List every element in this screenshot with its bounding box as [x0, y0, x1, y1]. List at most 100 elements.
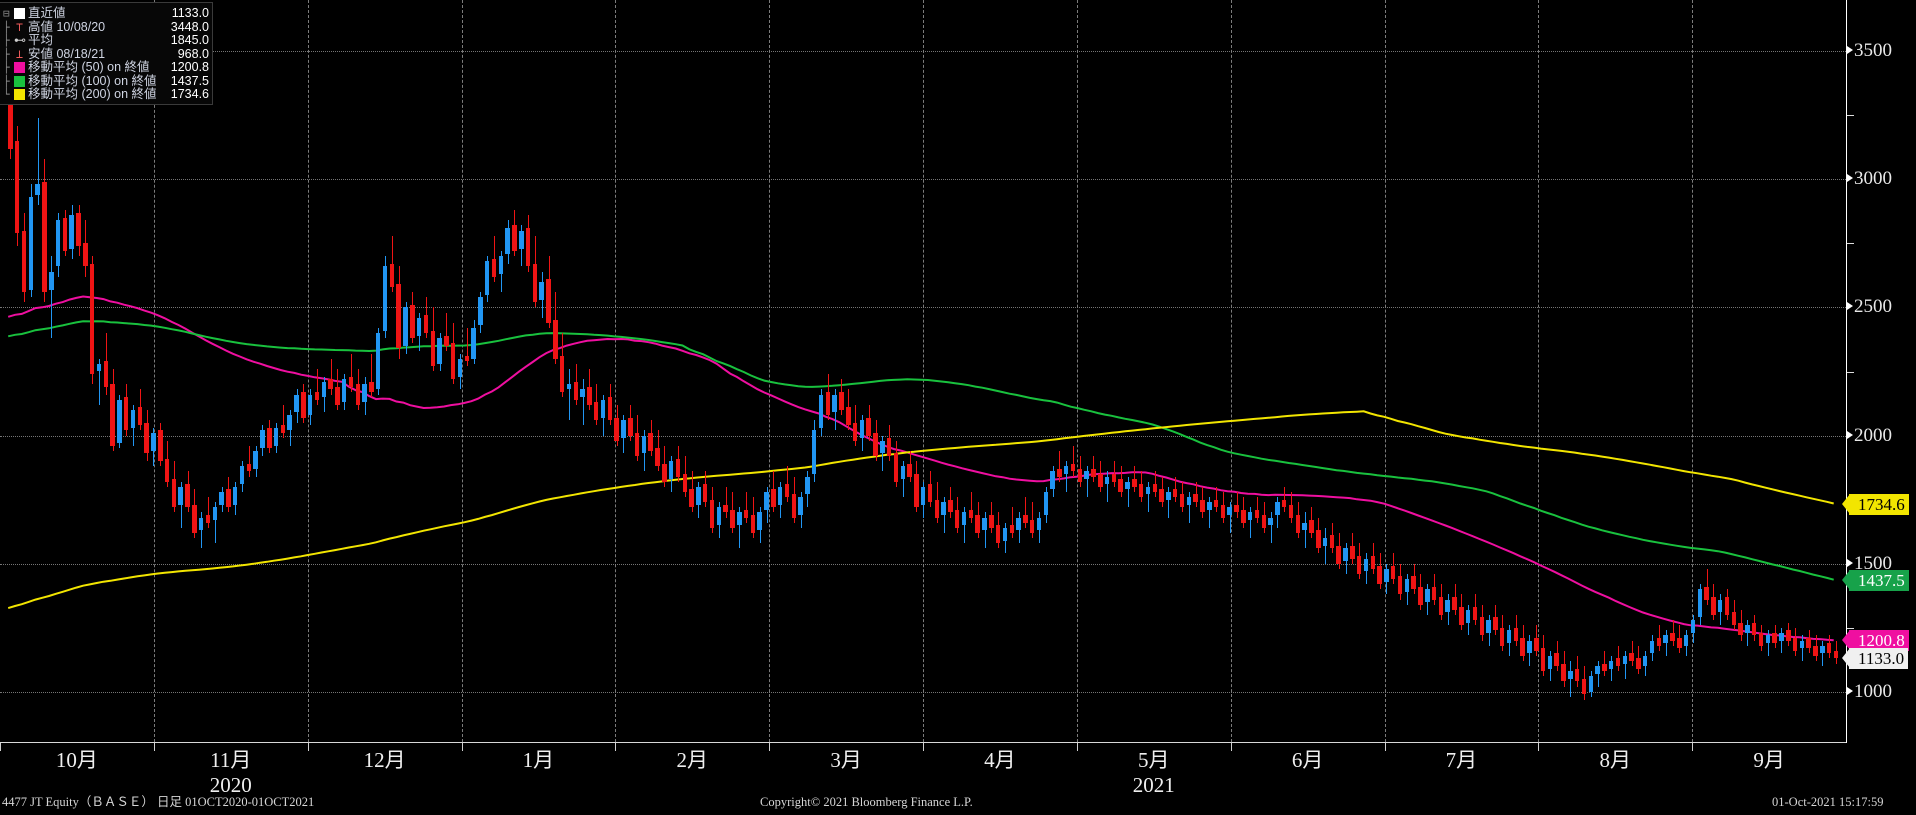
candlestick[interactable] — [1336, 545, 1341, 564]
candlestick[interactable] — [185, 484, 190, 508]
candlestick[interactable] — [839, 391, 844, 410]
candlestick[interactable] — [1241, 509, 1246, 523]
candlestick[interactable] — [471, 327, 476, 359]
candlestick[interactable] — [593, 402, 599, 421]
candlestick[interactable] — [1329, 535, 1335, 549]
candlestick[interactable] — [1077, 468, 1083, 482]
candlestick[interactable] — [151, 432, 156, 451]
candlestick[interactable] — [1023, 514, 1028, 523]
candlestick[interactable] — [1622, 655, 1628, 664]
candlestick[interactable] — [1499, 627, 1505, 646]
tree-toggle-icon[interactable]: ⊟ — [3, 7, 10, 20]
candlestick[interactable] — [614, 417, 619, 441]
candlestick[interactable] — [1295, 514, 1301, 533]
candlestick[interactable] — [532, 263, 538, 303]
candlestick[interactable] — [1506, 630, 1512, 644]
candlestick[interactable] — [280, 425, 286, 433]
candlestick[interactable] — [546, 279, 551, 323]
candlestick[interactable] — [1200, 499, 1205, 513]
candlestick[interactable] — [1554, 653, 1559, 667]
legend-row[interactable]: ⊟ 直近値 1133.0 — [0, 7, 212, 20]
candlestick[interactable] — [1404, 579, 1410, 592]
candlestick[interactable] — [512, 225, 517, 252]
candlestick[interactable] — [130, 409, 136, 428]
candlestick[interactable] — [1132, 479, 1137, 487]
candlestick[interactable] — [1459, 607, 1464, 626]
candlestick[interactable] — [723, 504, 728, 513]
candlestick[interactable] — [117, 399, 122, 444]
candlestick[interactable] — [1268, 517, 1273, 526]
candlestick[interactable] — [450, 343, 456, 380]
candlestick[interactable] — [1350, 545, 1355, 559]
candlestick[interactable] — [164, 458, 170, 482]
legend-row[interactable]: └ 移動平均 (200) on 終値 1734.6 — [0, 88, 212, 101]
candlestick[interactable] — [69, 215, 74, 249]
candlestick[interactable] — [1084, 471, 1089, 480]
candlestick[interactable] — [907, 463, 912, 477]
candlestick[interactable] — [1677, 637, 1682, 649]
candlestick[interactable] — [682, 473, 688, 492]
candlestick[interactable] — [430, 330, 435, 367]
candlestick[interactable] — [226, 489, 231, 508]
candlestick[interactable] — [743, 509, 749, 518]
candlestick[interactable] — [934, 499, 940, 518]
candlestick[interactable] — [621, 420, 626, 439]
candlestick[interactable] — [83, 243, 88, 267]
candlestick[interactable] — [1397, 576, 1403, 595]
candlestick[interactable] — [689, 489, 694, 508]
candlestick[interactable] — [1370, 555, 1376, 569]
candlestick[interactable] — [246, 463, 252, 472]
candlestick[interactable] — [294, 394, 299, 413]
candlestick[interactable] — [1683, 635, 1689, 646]
candlestick[interactable] — [137, 407, 143, 426]
candlestick[interactable] — [1751, 622, 1757, 636]
candlestick[interactable] — [1302, 522, 1307, 531]
tree-toggle-icon[interactable]: ├ — [3, 47, 10, 61]
candlestick[interactable] — [8, 102, 13, 149]
candlestick[interactable] — [662, 463, 667, 482]
candlestick[interactable] — [955, 509, 960, 528]
candlestick[interactable] — [253, 450, 258, 469]
candlestick[interactable] — [519, 230, 524, 249]
candlestick[interactable] — [1643, 655, 1648, 667]
candlestick[interactable] — [1724, 596, 1730, 615]
candlestick[interactable] — [1588, 676, 1593, 692]
candlestick[interactable] — [1568, 671, 1573, 679]
candlestick[interactable] — [382, 266, 388, 331]
candlestick[interactable] — [730, 509, 735, 528]
candlestick[interactable] — [1363, 558, 1369, 572]
price-tag[interactable]: 1200.8 — [1842, 630, 1909, 652]
candlestick[interactable] — [1786, 630, 1791, 641]
candlestick[interactable] — [757, 512, 762, 531]
candlestick[interactable] — [784, 484, 790, 498]
legend-row[interactable]: ├ ⊷ 平均 1845.0 — [0, 34, 212, 47]
candlestick[interactable] — [886, 438, 892, 457]
candlestick[interactable] — [287, 415, 292, 431]
candlestick[interactable] — [348, 376, 354, 387]
candlestick[interactable] — [1064, 466, 1069, 474]
candlestick[interactable] — [1581, 678, 1587, 695]
candlestick[interactable] — [859, 420, 865, 439]
candlestick[interactable] — [103, 361, 109, 387]
candlestick[interactable] — [900, 466, 905, 480]
candlestick[interactable] — [1547, 655, 1553, 669]
candlestick[interactable] — [457, 358, 463, 377]
candlestick[interactable] — [1213, 499, 1219, 508]
candlestick[interactable] — [1711, 596, 1716, 615]
candlestick[interactable] — [1772, 632, 1777, 644]
candlestick[interactable] — [1758, 632, 1764, 646]
candlestick[interactable] — [1513, 627, 1519, 641]
candlestick[interactable] — [376, 333, 381, 390]
candlestick[interactable] — [1799, 640, 1805, 649]
candlestick[interactable] — [205, 514, 211, 523]
price-tag[interactable]: 1734.6 — [1842, 493, 1909, 515]
candlestick[interactable] — [1649, 640, 1655, 654]
candlestick[interactable] — [219, 491, 224, 505]
candlestick[interactable] — [1425, 589, 1430, 603]
candlestick[interactable] — [655, 448, 660, 467]
candlestick[interactable] — [777, 486, 783, 505]
candlestick[interactable] — [1411, 576, 1416, 590]
candlestick[interactable] — [1574, 668, 1580, 682]
candlestick[interactable] — [1057, 468, 1062, 477]
candlestick[interactable] — [573, 381, 579, 400]
